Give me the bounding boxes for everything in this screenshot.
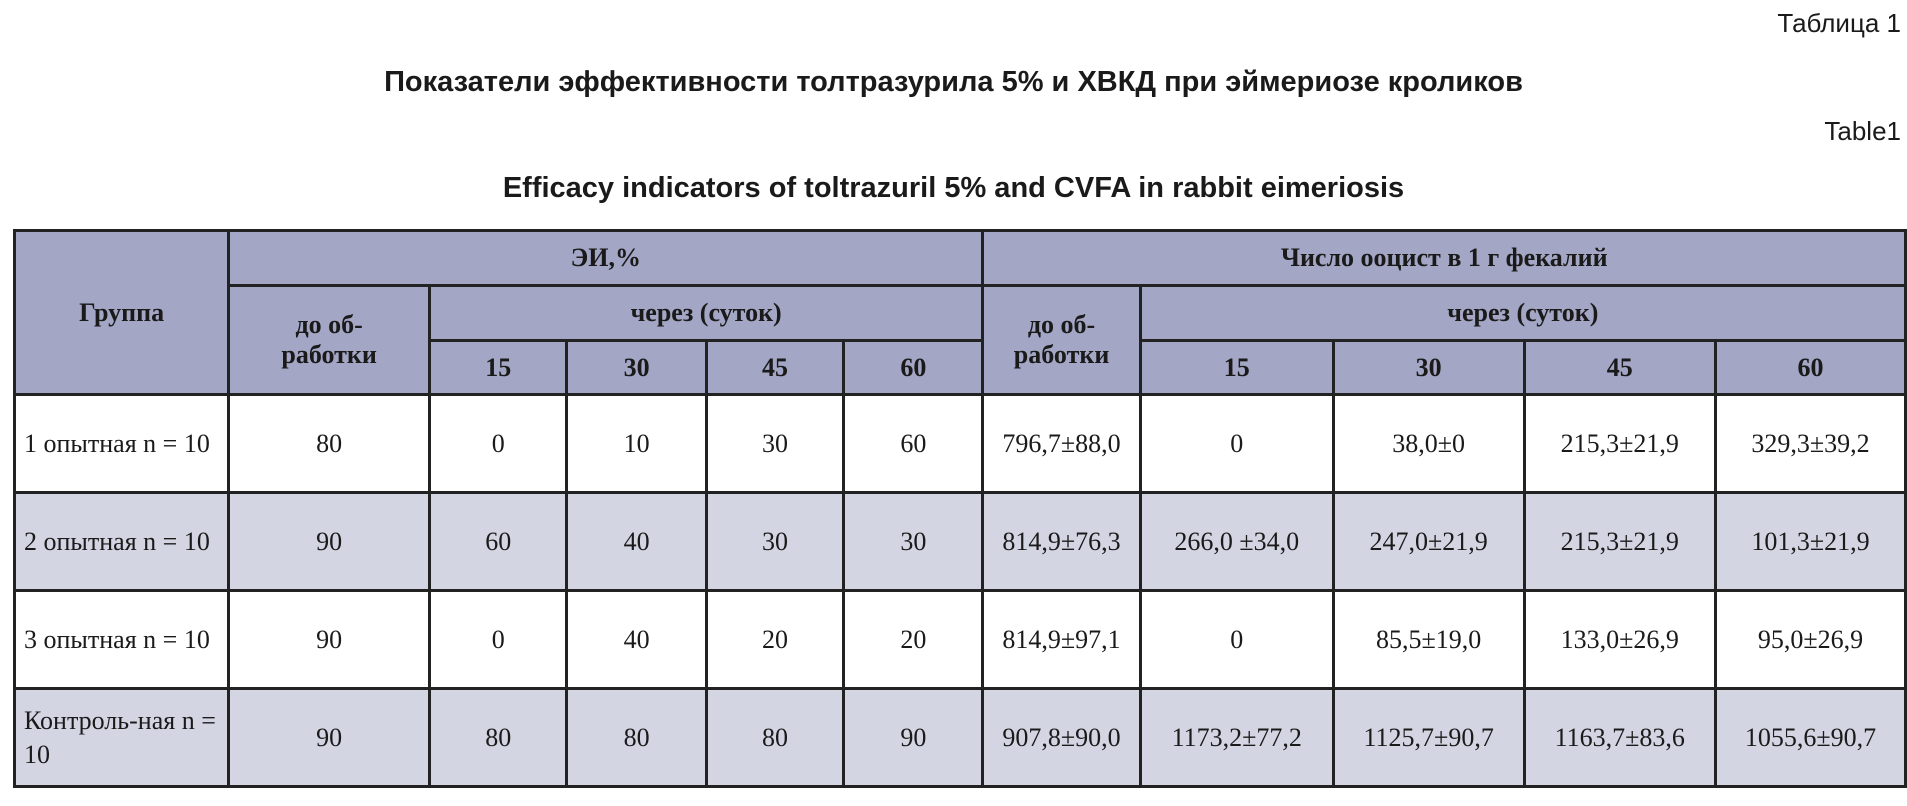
ei-cell: 20 (842, 589, 985, 690)
oocysts-cell: 0 (1138, 589, 1335, 690)
ei-cell: 30 (842, 491, 985, 592)
ei-after-header: через (суток) (427, 284, 985, 342)
ei-cell: 60 (427, 491, 569, 592)
group-cell: 3 опытная n = 10 (12, 589, 231, 690)
table-label-ru: Таблица 1 (1777, 8, 1901, 38)
ei-cell: 80 (227, 393, 431, 494)
oocyst-header: Число ооцист в 1 г фекалий (981, 229, 1907, 287)
ei-day-header: 15 (427, 339, 569, 396)
ei-day-header: 45 (704, 339, 846, 396)
efficacy-table: Группа ЭИ,% Число ооцист в 1 г фекалий д… (12, 229, 1907, 788)
oocysts-cell: 101,3±21,9 (1713, 491, 1907, 592)
oocysts-cell: 1125,7±90,7 (1331, 687, 1526, 788)
ei-cell: 60 (842, 393, 985, 494)
table-title-en: Efficacy indicators of toltrazuril 5% an… (502, 172, 1405, 204)
ei-cell: 30 (704, 393, 846, 494)
ei-cell: 80 (704, 687, 846, 788)
oocysts-cell: 247,0±21,9 (1331, 491, 1526, 592)
ei-cell: 80 (427, 687, 569, 788)
oocysts-cell: 1055,6±90,7 (1713, 687, 1907, 788)
table-label-en: Table1 (1824, 116, 1901, 146)
oocysts-cell: 95,0±26,9 (1713, 589, 1907, 690)
table-row: 1 опытная n = 10 80 0 10 30 60 796,7±88,0 0 38,0… (12, 393, 1907, 494)
ei-header: ЭИ,% (227, 229, 985, 287)
oocysts-cell: 814,9±76,3 (981, 491, 1142, 592)
oocysts-cell: 814,9±97,1 (981, 589, 1142, 690)
oocysts-cell: 215,3±21,9 (1522, 491, 1717, 592)
oocyst-day-header: 15 (1138, 339, 1335, 396)
oocysts-cell: 796,7±88,0 (981, 393, 1142, 494)
ei-day-header: 60 (842, 339, 985, 396)
ei-cell: 90 (227, 589, 431, 690)
group-cell: 2 опытная n = 10 (12, 491, 231, 592)
oocysts-cell: 907,8±90,0 (981, 687, 1142, 788)
table-row: 2 опытная n = 10 90 60 40 30 30 814,9±76,3 266,… (12, 491, 1907, 592)
group-cell: 1 опытная n = 10 (12, 393, 231, 494)
ei-day-header: 30 (565, 339, 708, 396)
table-row: 3 опытная n = 10 90 0 40 20 20 814,9±97,1 0 85,5… (12, 589, 1907, 690)
oocysts-cell: 0 (1138, 393, 1335, 494)
table-title-ru: Показатели эффективности толтразурила 5%… (384, 66, 1523, 98)
table-row: Контроль-ная n = 10 90 80 80 80 90 907,8±90,0 1… (12, 687, 1907, 788)
oocyst-after-header: через (суток) (1138, 284, 1907, 342)
oocyst-day-header: 45 (1522, 339, 1717, 396)
oocysts-cell: 329,3±39,2 (1713, 393, 1907, 494)
oocyst-before-header: до об-работки (981, 284, 1142, 396)
ei-cell: 0 (427, 393, 569, 494)
oocysts-cell: 85,5±19,0 (1331, 589, 1526, 690)
ei-cell: 30 (704, 491, 846, 592)
ei-cell: 0 (427, 589, 569, 690)
ei-cell: 90 (227, 491, 431, 592)
ei-cell: 10 (565, 393, 708, 494)
oocysts-cell: 1173,2±77,2 (1138, 687, 1335, 788)
oocysts-cell: 266,0 ±34,0 (1138, 491, 1335, 592)
group-header: Группа (12, 229, 231, 396)
oocyst-day-header: 30 (1331, 339, 1526, 396)
oocysts-cell: 133,0±26,9 (1522, 589, 1717, 690)
ei-cell: 80 (565, 687, 708, 788)
ei-before-header: до об-работки (227, 284, 431, 396)
oocysts-cell: 215,3±21,9 (1522, 393, 1717, 494)
ei-cell: 20 (704, 589, 846, 690)
ei-cell: 40 (565, 491, 708, 592)
group-cell: Контроль-ная n = 10 (12, 687, 231, 788)
ei-cell: 40 (565, 589, 708, 690)
oocysts-cell: 1163,7±83,6 (1522, 687, 1717, 788)
oocyst-day-header: 60 (1713, 339, 1907, 396)
ei-cell: 90 (842, 687, 985, 788)
ei-cell: 90 (227, 687, 431, 788)
oocysts-cell: 38,0±0 (1331, 393, 1526, 494)
